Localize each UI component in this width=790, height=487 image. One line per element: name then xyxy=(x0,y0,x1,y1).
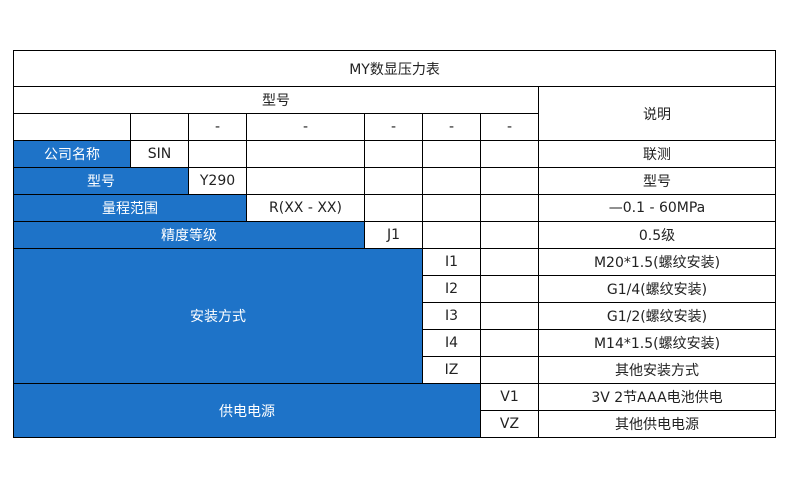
range-label: 量程范围 xyxy=(13,194,247,222)
empty-cell xyxy=(364,140,423,168)
mounting-desc: M20*1.5(螺纹安装) xyxy=(537,248,777,276)
separator-cell: - xyxy=(422,113,481,141)
power-code: VZ xyxy=(480,410,539,438)
company-label: 公司名称 xyxy=(13,140,131,168)
company-desc: 联测 xyxy=(537,140,777,168)
range-desc: —0.1 - 60MPa xyxy=(537,194,777,222)
range-code: R(XX - XX) xyxy=(246,194,365,222)
empty-cell xyxy=(480,221,539,249)
empty-cell xyxy=(480,275,539,303)
power-desc: 3V 2节AAA电池供电 xyxy=(537,383,777,411)
power-label: 供电电源 xyxy=(13,383,481,438)
empty-cell xyxy=(188,140,247,168)
separator-cell: - xyxy=(364,113,423,141)
empty-cell xyxy=(480,194,539,222)
mounting-code: I1 xyxy=(422,248,481,276)
empty-cell xyxy=(364,167,423,195)
model-label: 型号 xyxy=(13,167,189,195)
empty-cell xyxy=(422,167,481,195)
empty-cell xyxy=(480,356,539,384)
model-header: 型号 xyxy=(13,86,539,114)
separator-cell: - xyxy=(480,113,539,141)
mounting-code: I2 xyxy=(422,275,481,303)
mounting-code: I3 xyxy=(422,302,481,330)
empty-cell xyxy=(480,167,539,195)
empty-cell xyxy=(130,113,189,141)
table-title: MY数显压力表 xyxy=(12,50,777,87)
model-desc: 型号 xyxy=(537,167,777,195)
mounting-desc: 其他安装方式 xyxy=(537,356,777,384)
mounting-code: IZ xyxy=(422,356,481,384)
separator-cell: - xyxy=(188,113,247,141)
empty-cell xyxy=(480,329,539,357)
accuracy-label: 精度等级 xyxy=(13,221,365,249)
empty-cell xyxy=(364,194,423,222)
separator-cell: - xyxy=(246,113,365,141)
empty-cell xyxy=(422,140,481,168)
description-header: 说明 xyxy=(537,86,777,141)
empty-cell xyxy=(422,194,481,222)
mounting-desc: G1/4(螺纹安装) xyxy=(537,275,777,303)
accuracy-code: J1 xyxy=(364,221,423,249)
company-code: SIN xyxy=(130,140,189,168)
accuracy-desc: 0.5级 xyxy=(537,221,777,249)
empty-cell xyxy=(422,221,481,249)
model-selection-table: MY数显压力表 型号 说明 - - - - - 公司名称 SIN 联测 型号 Y… xyxy=(12,50,777,438)
mounting-code: I4 xyxy=(422,329,481,357)
model-code: Y290 xyxy=(188,167,247,195)
mounting-desc: G1/2(螺纹安装) xyxy=(537,302,777,330)
power-desc: 其他供电电源 xyxy=(537,410,777,438)
empty-cell xyxy=(480,248,539,276)
empty-cell xyxy=(246,140,365,168)
empty-cell xyxy=(480,302,539,330)
empty-cell xyxy=(13,113,131,141)
power-code: V1 xyxy=(480,383,539,411)
empty-cell xyxy=(480,140,539,168)
mounting-desc: M14*1.5(螺纹安装) xyxy=(537,329,777,357)
mounting-label: 安装方式 xyxy=(13,248,423,384)
empty-cell xyxy=(246,167,365,195)
